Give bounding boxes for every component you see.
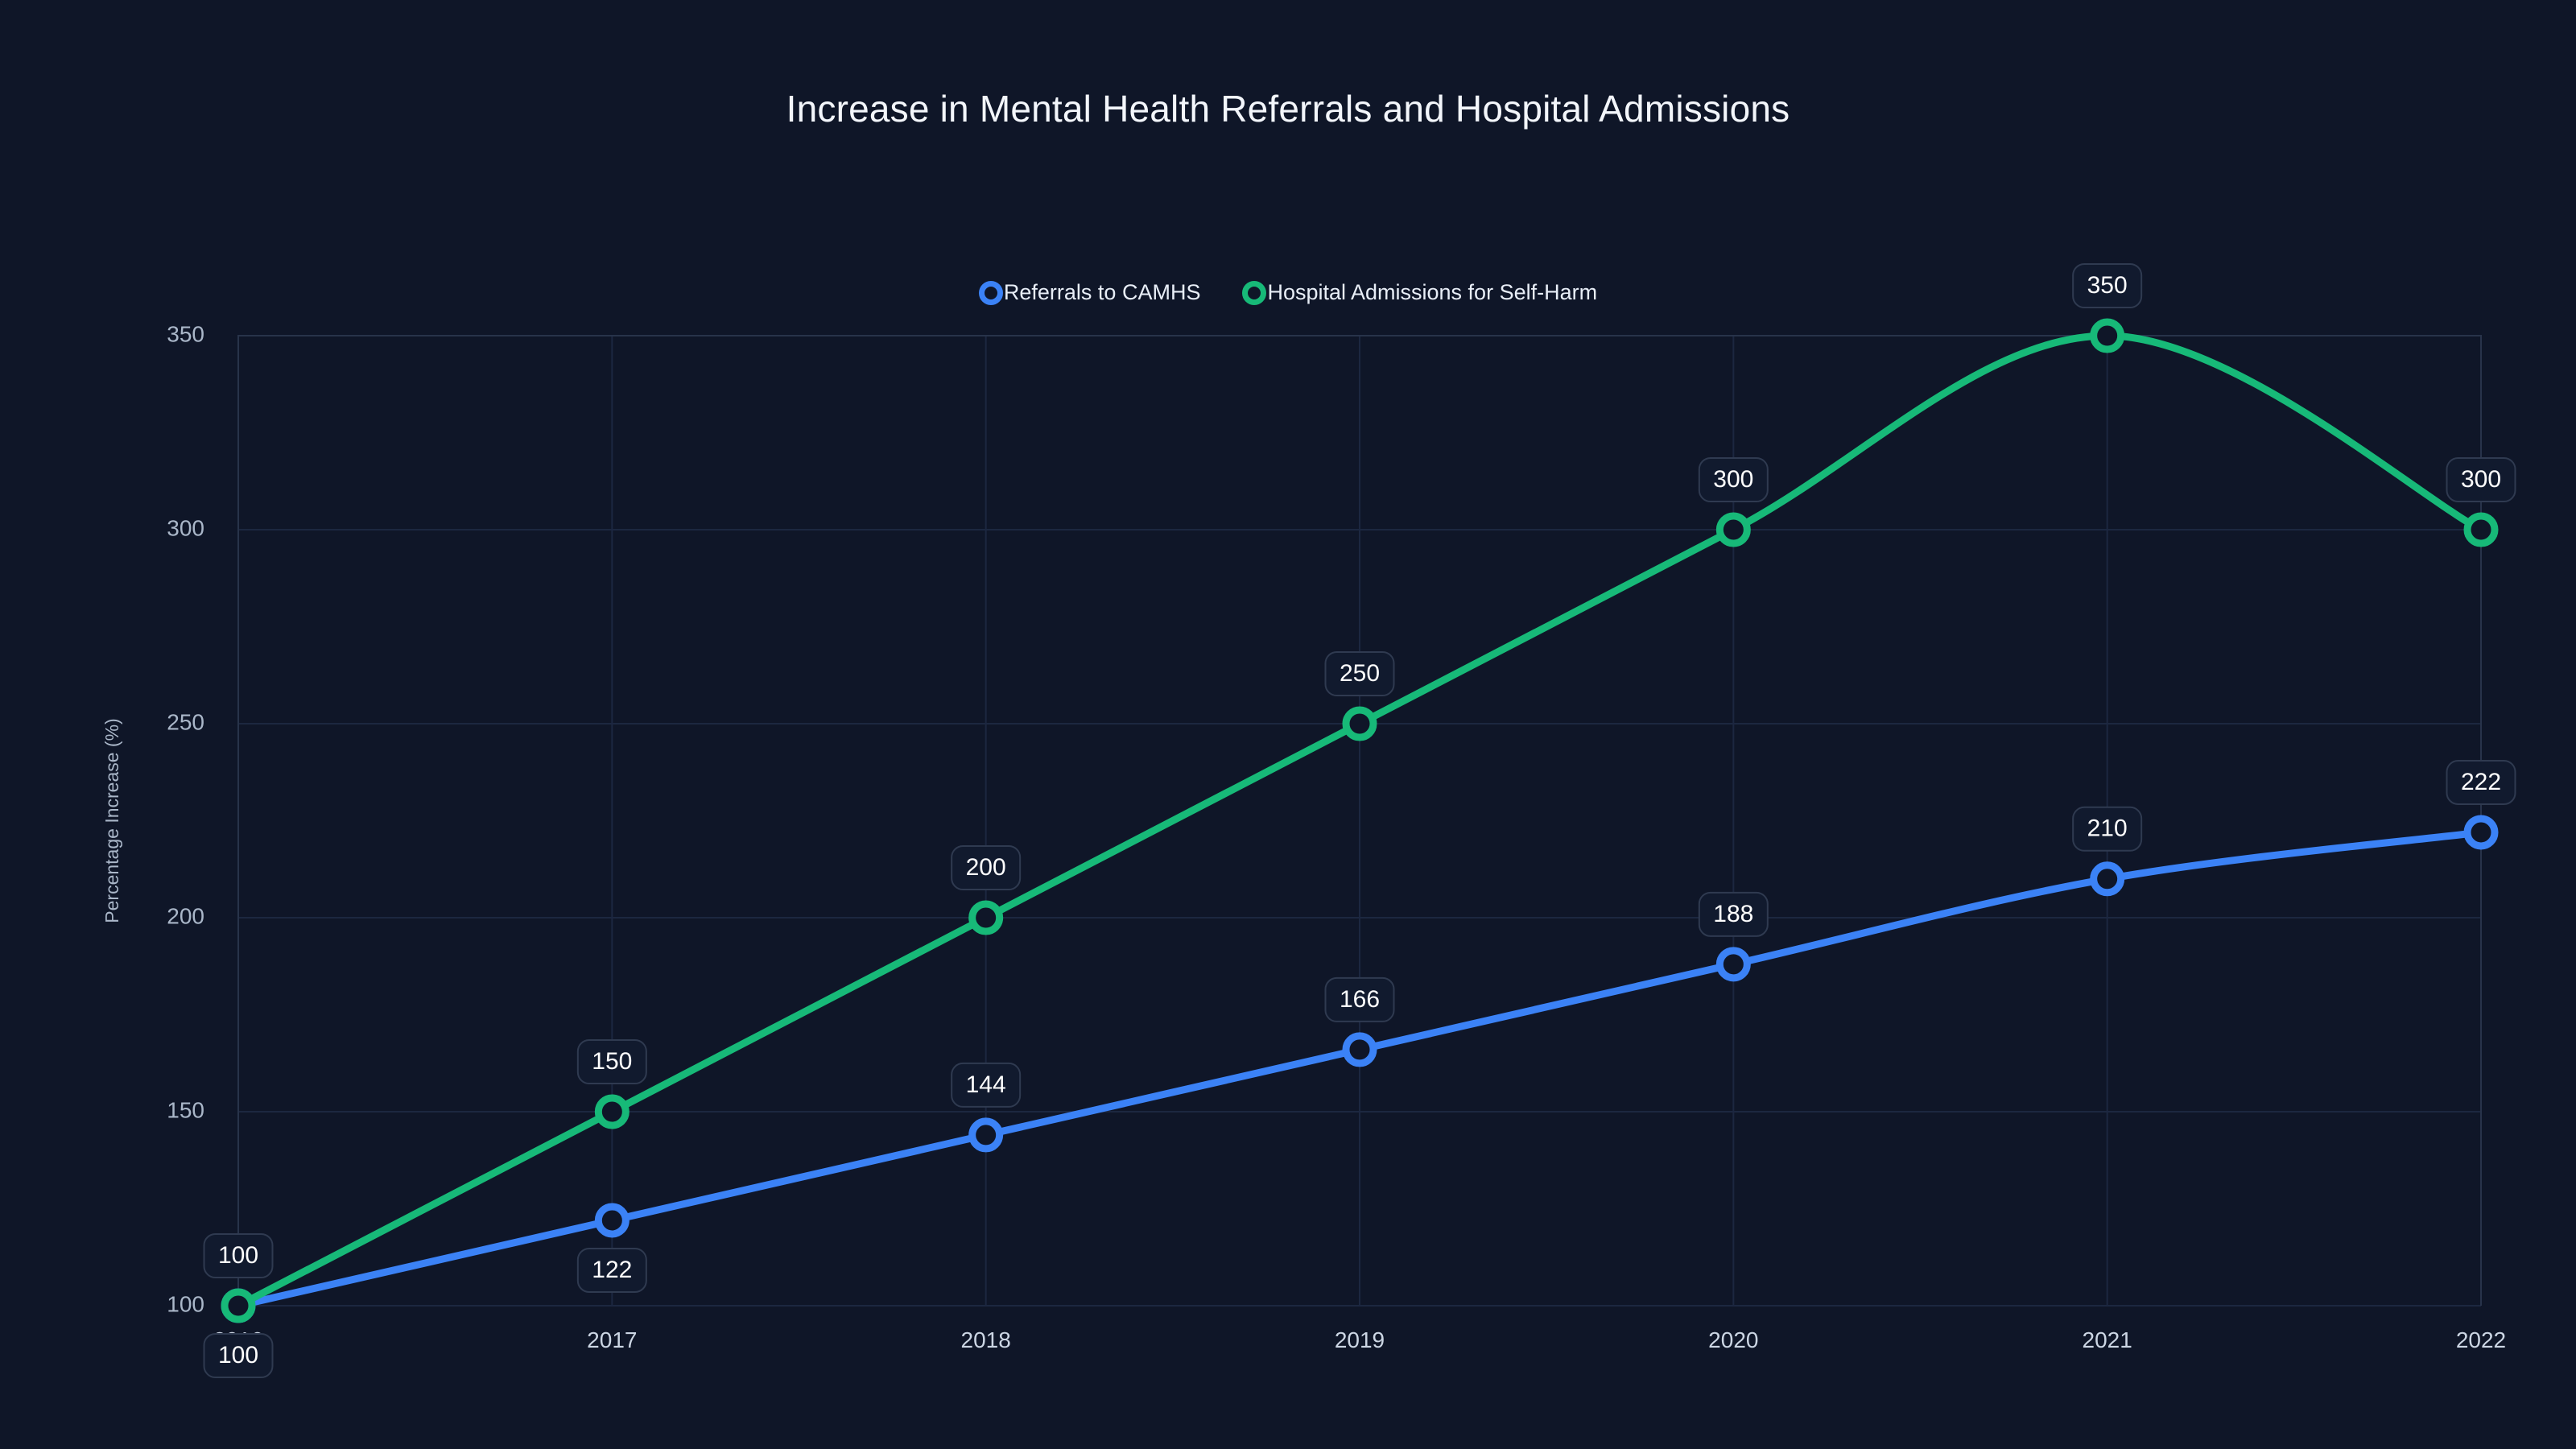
x-tick-label: 2018: [961, 1327, 1011, 1352]
data-point-marker[interactable]: [2090, 318, 2125, 353]
data-label-value: 100: [218, 1242, 258, 1269]
data-label-badge: 122: [576, 1247, 647, 1293]
legend-item-referrals-to-camhs[interactable]: Referrals to CAMHS: [978, 280, 1201, 305]
data-label-value: 210: [2087, 815, 2128, 842]
x-tick-label: 2021: [2083, 1327, 2132, 1352]
series-markers[interactable]: [221, 318, 2499, 1323]
data-point-marker[interactable]: [221, 1288, 256, 1323]
legend-label: Referrals to CAMHS: [1003, 280, 1201, 304]
data-label-badge: 350: [2072, 263, 2143, 308]
data-point-marker[interactable]: [1715, 947, 1751, 982]
data-label-value: 150: [592, 1048, 632, 1075]
y-tick-label: 300: [167, 515, 204, 540]
data-label-value: 222: [2461, 769, 2501, 795]
data-label-value: 300: [1713, 466, 1753, 493]
data-point-marker[interactable]: [1342, 706, 1377, 741]
legend-label: Hospital Admissions for Self-Harm: [1267, 280, 1598, 304]
data-label-value: 188: [1713, 901, 1753, 927]
data-point-marker[interactable]: [1715, 512, 1751, 547]
legend-marker-ring-icon: [978, 280, 1003, 305]
y-tick-label: 200: [167, 903, 204, 928]
data-label-value: 200: [966, 854, 1006, 881]
y-tick-label: 150: [167, 1097, 204, 1122]
data-label-value: 300: [2461, 466, 2501, 493]
data-point-marker[interactable]: [968, 900, 1004, 935]
data-label-value: 166: [1340, 986, 1380, 1013]
data-point-marker[interactable]: [594, 1094, 630, 1129]
y-axis-ticks: 100 150 200 250 300 350: [167, 321, 204, 1316]
data-label-value: 144: [966, 1071, 1006, 1098]
x-tick-label: 2019: [1335, 1327, 1385, 1352]
data-label-badge: 210: [2072, 806, 2143, 852]
data-label-badge: 188: [1698, 891, 1769, 937]
chart-legend: Referrals to CAMHS Hospital Admissions f…: [0, 280, 2576, 305]
data-label-badge: 100: [203, 1233, 274, 1278]
y-tick-label: 350: [167, 321, 204, 346]
data-label-value: 100: [218, 1342, 258, 1368]
legend-marker-ring-icon: [1242, 280, 1267, 305]
chart-title: Increase in Mental Health Referrals and …: [786, 88, 1790, 130]
data-label-badge: 144: [951, 1062, 1022, 1108]
legend-item-hospital-admissions-for-self-harm[interactable]: Hospital Admissions for Self-Harm: [1242, 280, 1597, 305]
data-label-value: 350: [2087, 272, 2128, 299]
grid-lines: [237, 335, 2482, 1307]
x-axis-ticks: 2016201720182019202020212022: [213, 1327, 2506, 1352]
data-label-badges: 100 122 144 166 188 210 222 100 150 200 250 300 350 3…: [203, 263, 2516, 1378]
data-label-badge: 150: [576, 1039, 647, 1084]
data-point-marker[interactable]: [2463, 815, 2499, 850]
x-tick-label: 2022: [2456, 1327, 2506, 1352]
data-label-badge: 300: [1698, 457, 1769, 502]
data-point-marker[interactable]: [2463, 512, 2499, 547]
data-label-badge: 222: [2446, 759, 2516, 805]
data-label-badge: 250: [1324, 651, 1395, 696]
data-label-value: 250: [1340, 660, 1380, 687]
data-label-badge: 200: [951, 845, 1022, 890]
data-point-marker[interactable]: [1342, 1032, 1377, 1067]
data-point-marker[interactable]: [968, 1117, 1004, 1153]
y-axis-title-text: Percentage Increase (%): [101, 718, 122, 923]
x-tick-label: 2017: [587, 1327, 637, 1352]
y-tick-label: 100: [167, 1291, 204, 1316]
data-label-badge: 100: [203, 1333, 274, 1378]
x-tick-label: 2020: [1708, 1327, 1758, 1352]
data-label-badge: 300: [2446, 457, 2516, 502]
data-point-marker[interactable]: [594, 1203, 630, 1238]
y-axis-title: Percentage Increase (%): [101, 718, 122, 923]
data-label-badge: 166: [1324, 976, 1395, 1022]
data-label-value: 122: [592, 1257, 632, 1283]
y-tick-label: 250: [167, 709, 204, 734]
data-point-marker[interactable]: [2090, 861, 2125, 897]
